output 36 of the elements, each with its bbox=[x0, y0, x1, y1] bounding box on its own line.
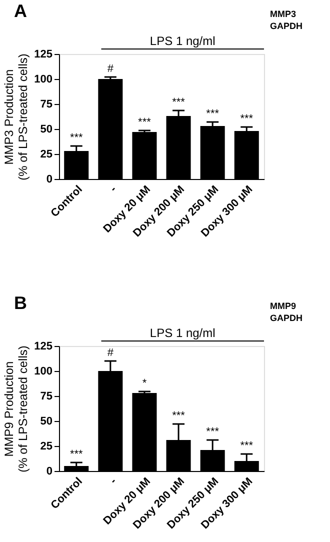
y-tick-label: 100 bbox=[34, 74, 52, 86]
x-tick-label: - bbox=[108, 475, 120, 487]
annotation: *** bbox=[206, 426, 220, 438]
y-tick-label: 125 bbox=[34, 340, 52, 352]
text: LPS 1 ng/ml bbox=[150, 34, 216, 48]
text: MMP9 bbox=[270, 301, 296, 311]
y-tick-label: 75 bbox=[40, 98, 52, 110]
annotation: # bbox=[107, 347, 114, 359]
y-tick-label: 50 bbox=[40, 416, 52, 428]
text: B bbox=[14, 293, 27, 313]
y-tick-label: 100 bbox=[34, 366, 52, 378]
y-tick-label: 0 bbox=[46, 466, 52, 478]
text: MMP3 bbox=[270, 9, 296, 19]
x-tick-label: - bbox=[108, 183, 120, 195]
annotation: * bbox=[142, 378, 148, 390]
text: GAPDH bbox=[270, 313, 303, 323]
annotation: *** bbox=[70, 448, 84, 460]
y-tick-label: 50 bbox=[40, 124, 52, 136]
y-tick-label: 25 bbox=[40, 440, 52, 452]
text: LPS 1 ng/ml bbox=[150, 326, 216, 340]
annotation: *** bbox=[240, 440, 254, 452]
y-tick-label: 25 bbox=[40, 148, 52, 160]
y-axis-title: MMP9 Production (% of LPS-treated cells) bbox=[2, 346, 30, 472]
annotation: *** bbox=[70, 132, 84, 144]
annotation: *** bbox=[172, 410, 186, 422]
y-tick-label: 0 bbox=[46, 174, 52, 186]
text: A bbox=[14, 1, 27, 21]
y-tick-label: 125 bbox=[34, 48, 52, 60]
annotation: *** bbox=[206, 108, 220, 120]
y-axis-title: MMP3 Production (% of LPS-treated cells) bbox=[2, 54, 30, 180]
annotation: *** bbox=[172, 96, 186, 108]
annotation: # bbox=[107, 63, 114, 75]
y-tick-label: 75 bbox=[40, 390, 52, 402]
annotation: *** bbox=[138, 116, 152, 128]
annotation: *** bbox=[240, 113, 254, 125]
text: GAPDH bbox=[270, 21, 303, 31]
